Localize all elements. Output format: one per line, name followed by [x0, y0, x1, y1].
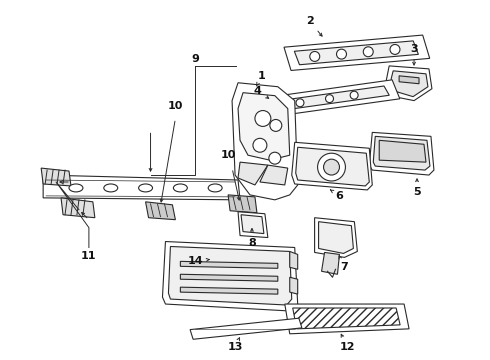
Polygon shape	[292, 142, 372, 190]
Circle shape	[363, 47, 373, 57]
Circle shape	[269, 152, 281, 164]
Text: 4: 4	[254, 86, 269, 98]
Circle shape	[323, 159, 340, 175]
Text: 12: 12	[340, 334, 355, 352]
Polygon shape	[321, 252, 340, 274]
Ellipse shape	[139, 184, 152, 192]
Text: 6: 6	[330, 190, 343, 201]
Polygon shape	[238, 162, 268, 185]
Polygon shape	[315, 218, 357, 257]
Text: 7: 7	[339, 256, 348, 272]
Text: 14: 14	[188, 256, 209, 266]
Text: 13: 13	[227, 338, 243, 352]
Polygon shape	[379, 140, 426, 162]
Text: 8: 8	[248, 229, 256, 248]
Ellipse shape	[208, 184, 222, 192]
Polygon shape	[295, 147, 369, 186]
Polygon shape	[169, 247, 292, 305]
Polygon shape	[399, 76, 419, 84]
Polygon shape	[318, 222, 353, 253]
Polygon shape	[386, 66, 432, 100]
Polygon shape	[43, 175, 240, 200]
Polygon shape	[238, 212, 268, 238]
Circle shape	[270, 120, 282, 131]
Polygon shape	[294, 41, 418, 65]
Text: 11: 11	[81, 251, 97, 261]
Polygon shape	[290, 277, 298, 294]
Polygon shape	[264, 80, 400, 117]
Polygon shape	[274, 86, 389, 111]
Polygon shape	[61, 198, 95, 218]
Polygon shape	[293, 308, 400, 329]
Polygon shape	[238, 93, 290, 160]
Text: 5: 5	[413, 179, 421, 197]
Polygon shape	[163, 242, 298, 311]
Ellipse shape	[104, 184, 118, 192]
Text: 10: 10	[220, 150, 236, 160]
Text: 1: 1	[256, 71, 266, 86]
Ellipse shape	[173, 184, 187, 192]
Polygon shape	[190, 318, 302, 339]
Text: 9: 9	[192, 54, 199, 64]
Polygon shape	[180, 261, 278, 268]
Polygon shape	[369, 132, 434, 175]
Text: 10: 10	[168, 100, 183, 111]
Circle shape	[310, 51, 320, 62]
Polygon shape	[285, 304, 409, 334]
Polygon shape	[180, 274, 278, 281]
Text: 2: 2	[306, 16, 322, 36]
Polygon shape	[228, 195, 257, 213]
Circle shape	[325, 95, 334, 103]
Circle shape	[350, 91, 358, 99]
Circle shape	[390, 45, 400, 54]
Circle shape	[318, 153, 345, 181]
Circle shape	[253, 138, 267, 152]
Polygon shape	[391, 71, 428, 96]
Circle shape	[337, 49, 346, 59]
Polygon shape	[146, 202, 175, 220]
Ellipse shape	[69, 184, 83, 192]
Polygon shape	[41, 168, 71, 186]
Polygon shape	[373, 136, 430, 170]
Polygon shape	[241, 215, 264, 234]
Polygon shape	[284, 35, 430, 71]
Circle shape	[255, 111, 271, 126]
Polygon shape	[260, 165, 288, 185]
Polygon shape	[232, 83, 298, 200]
Text: 3: 3	[410, 44, 418, 65]
Polygon shape	[290, 251, 298, 269]
Polygon shape	[180, 287, 278, 294]
Circle shape	[296, 99, 304, 107]
